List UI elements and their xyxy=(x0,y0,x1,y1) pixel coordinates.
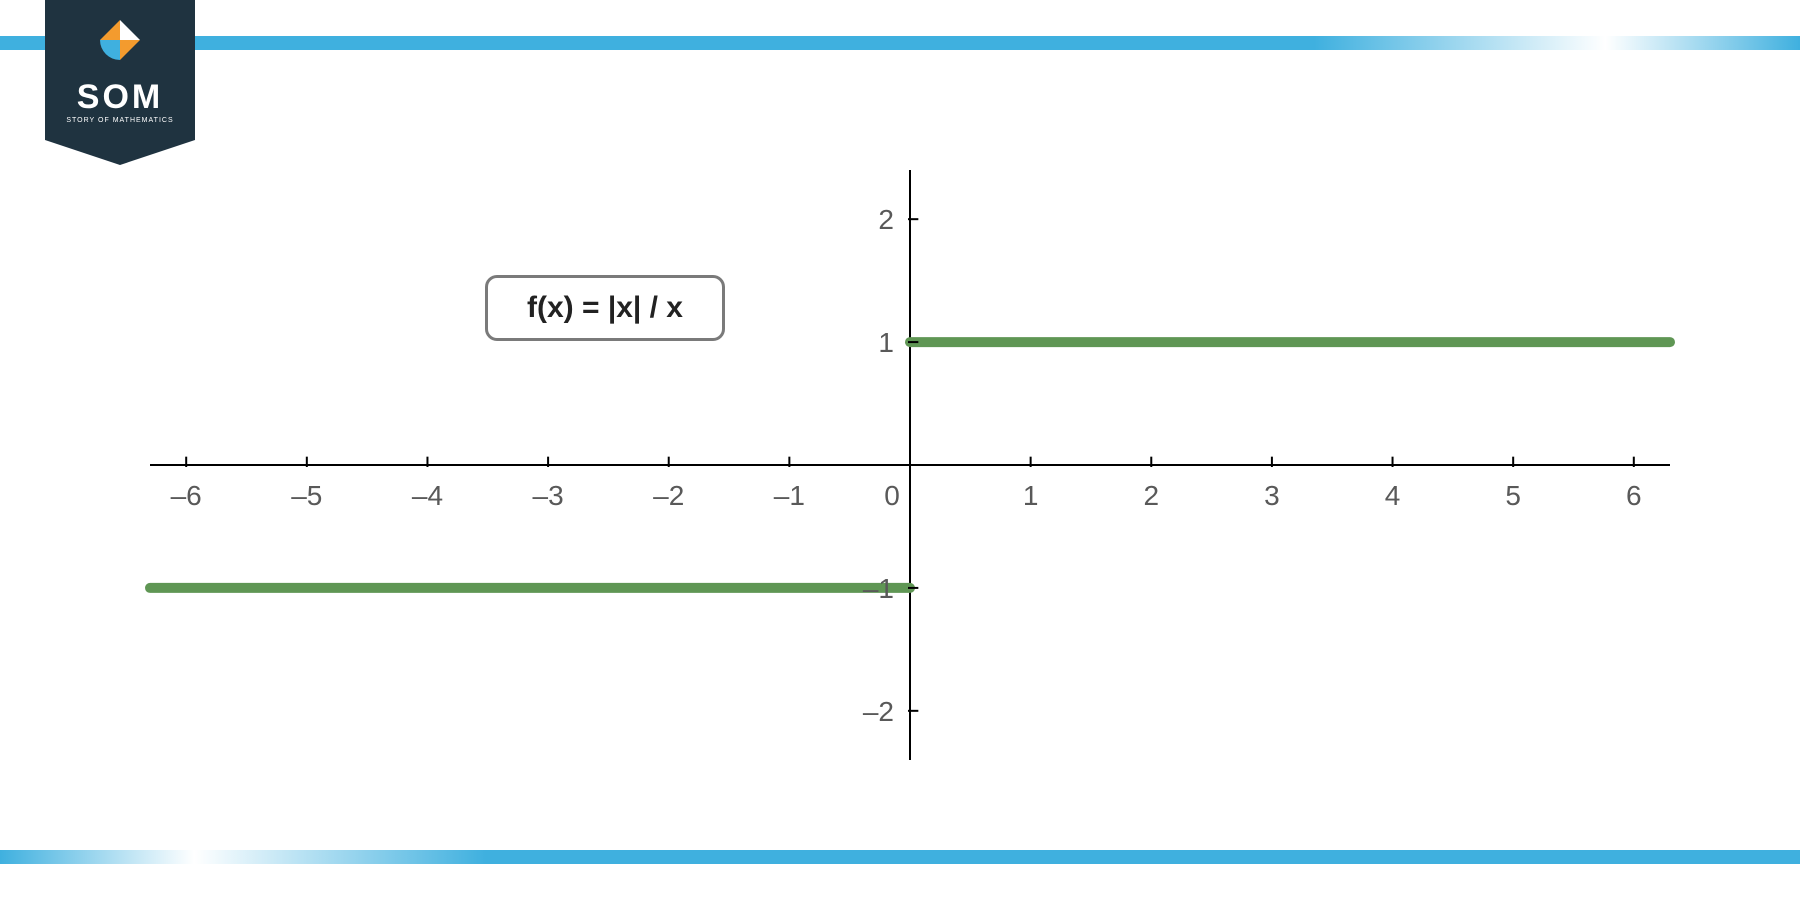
x-tick-label: –2 xyxy=(653,480,684,511)
equation-label-box: f(x) = |x| / x xyxy=(485,275,725,341)
x-tick-label: –3 xyxy=(533,480,564,511)
chart: –6 –5 –4 –3 –2 –1 0 1 2 3 4 5 6 –2 –1 1 2 xyxy=(0,0,1800,900)
x-tick-label: 4 xyxy=(1385,480,1401,511)
equation-text: f(x) = |x| / x xyxy=(527,291,683,325)
x-tick-label: –4 xyxy=(412,480,443,511)
x-tick-label: 5 xyxy=(1505,480,1521,511)
x-tick-label: –1 xyxy=(774,480,805,511)
x-tick-label: 6 xyxy=(1626,480,1642,511)
x-tick-label: –6 xyxy=(171,480,202,511)
y-tick-label: –1 xyxy=(863,573,894,604)
y-tick-label: 1 xyxy=(878,327,894,358)
x-tick-label: 0 xyxy=(884,480,900,511)
x-tick-label: –5 xyxy=(291,480,322,511)
x-tick-label: 1 xyxy=(1023,480,1039,511)
y-tick-label: –2 xyxy=(863,696,894,727)
x-tick-label: 3 xyxy=(1264,480,1280,511)
x-tick-label: 2 xyxy=(1143,480,1159,511)
y-tick-label: 2 xyxy=(878,204,894,235)
